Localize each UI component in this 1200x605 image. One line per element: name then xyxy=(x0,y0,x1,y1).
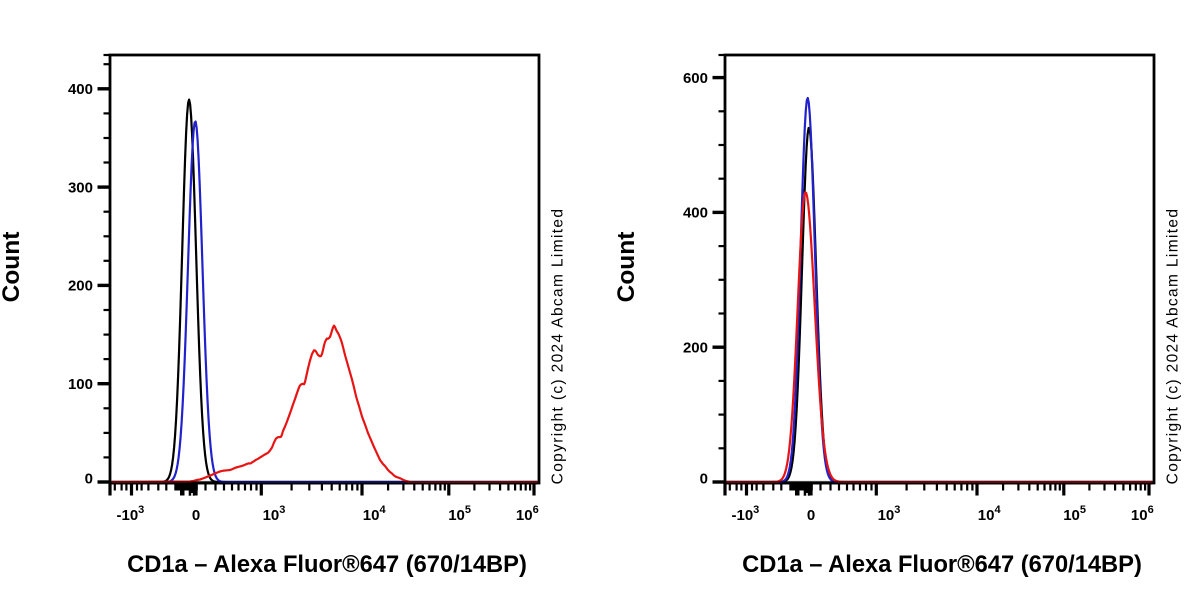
svg-text:400: 400 xyxy=(683,205,708,222)
svg-text:400: 400 xyxy=(68,81,93,98)
svg-text:0: 0 xyxy=(700,471,708,488)
svg-text:0: 0 xyxy=(192,507,200,524)
svg-text:-103: -103 xyxy=(731,504,759,524)
svg-text:Copyright (c) 2024 Abcam Limit: Copyright (c) 2024 Abcam Limited xyxy=(1165,208,1182,485)
svg-text:-103: -103 xyxy=(116,504,144,524)
svg-text:0: 0 xyxy=(807,507,815,524)
svg-text:0: 0 xyxy=(85,471,93,488)
svg-text:300: 300 xyxy=(68,179,93,196)
svg-text:CD1a – Alexa Fluor®647 (670/14: CD1a – Alexa Fluor®647 (670/14BP) xyxy=(127,552,527,578)
svg-text:100: 100 xyxy=(68,376,93,393)
svg-text:200: 200 xyxy=(683,339,708,356)
svg-text:CD1a – Alexa Fluor®647 (670/14: CD1a – Alexa Fluor®647 (670/14BP) xyxy=(742,552,1142,578)
svg-text:Count: Count xyxy=(613,232,640,303)
svg-text:600: 600 xyxy=(683,70,708,87)
svg-text:200: 200 xyxy=(68,278,93,295)
svg-text:Copyright (c) 2024 Abcam Limit: Copyright (c) 2024 Abcam Limited xyxy=(550,208,567,485)
svg-text:Count: Count xyxy=(0,232,25,303)
